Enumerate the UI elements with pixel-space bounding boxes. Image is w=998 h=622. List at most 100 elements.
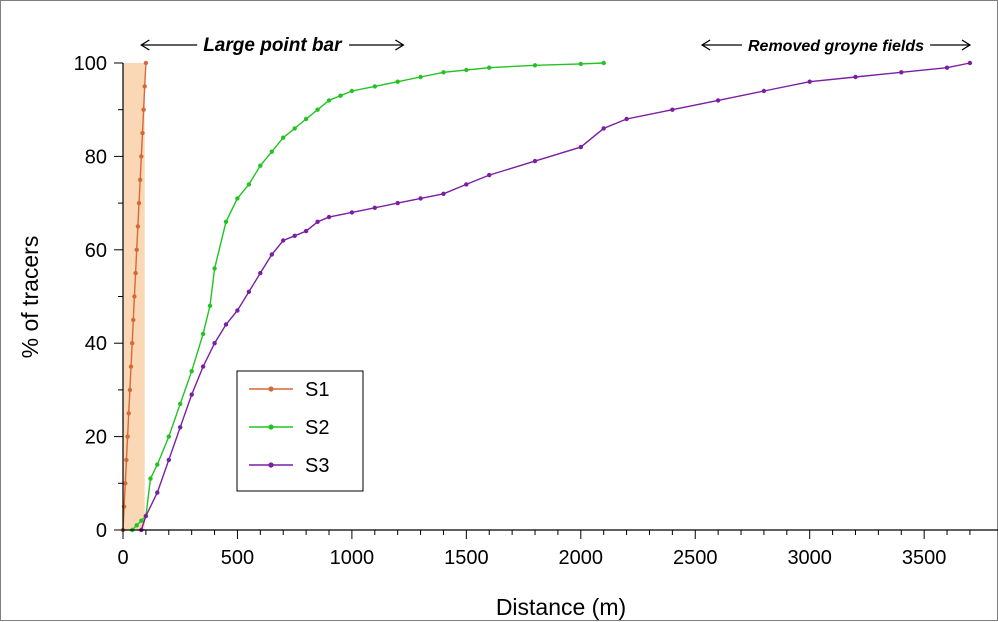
data-point [178,425,183,430]
legend-swatch-marker [268,386,274,392]
series-layer [120,60,973,533]
data-point [601,126,606,131]
data-point [235,196,240,201]
annotation-arrowhead-left [140,39,150,51]
data-point [418,196,423,201]
data-point [189,392,194,397]
data-point [464,182,469,187]
y-tick-label: 80 [85,146,107,168]
data-point [258,163,263,168]
annotation-arrowhead-right [961,39,972,51]
data-point [418,74,423,80]
x-tick-label: 0 [117,547,128,569]
series-line [131,62,604,531]
data-point [292,233,297,238]
legend-swatch-marker [268,424,274,430]
data-point [136,200,142,206]
data-point [326,98,332,103]
series-s1 [120,60,149,533]
legend-label: S2 [305,417,329,439]
annotation-label: Removed groyne fields [748,38,924,55]
data-point [125,434,130,439]
data-point [123,481,128,486]
data-point [189,369,194,374]
data-point [349,88,355,94]
data-point [258,270,263,276]
data-point [292,126,297,131]
x-tick-label: 2500 [673,547,718,569]
data-point [130,341,135,346]
data-point [372,84,377,89]
data-point [715,98,721,103]
data-point [200,364,206,369]
annotation-label: Large point bar [203,35,343,56]
legend: S1 S2 S3 [236,370,364,492]
data-point [441,70,446,75]
data-point [349,210,355,215]
data-point [143,513,149,519]
legend-box [236,370,364,492]
data-point [212,341,217,346]
legend-label: S3 [305,455,329,477]
data-point [303,228,309,234]
data-point [441,191,446,196]
data-point [761,88,767,94]
data-point [131,317,136,323]
data-point [139,518,144,523]
data-point [807,79,812,84]
data-point [132,294,137,299]
annotation-arrowhead-right [395,39,405,51]
annotation-1: Removed groyne fields [700,38,972,55]
x-tick-label: 2000 [559,547,604,569]
data-point [178,401,183,407]
data-point [166,434,171,439]
data-point [212,266,217,271]
data-point [487,172,492,178]
data-point [967,60,973,66]
data-point [142,84,147,89]
data-point [315,219,320,224]
data-point [143,60,149,66]
legend-item-s1: S1 [249,379,329,401]
data-point [134,523,139,528]
x-tick-label: 1500 [444,547,489,569]
data-point [135,224,141,229]
data-point [139,154,144,159]
data-point [128,364,134,369]
data-point [338,93,343,98]
data-point [235,308,240,313]
y-tick-label: 0 [96,520,107,542]
data-point [246,289,252,294]
x-tick-label: 1000 [330,547,375,569]
data-point [141,107,146,112]
annotation-arrowhead-left [700,39,711,51]
legend-item-s2: S2 [249,417,329,439]
ticks-layer: 0 500 1000 1500 2000 2500 3000 3500 0 20 40 60 80 100 [74,53,971,569]
data-point [140,130,145,136]
data-point [281,238,286,243]
legend-item-s3: S3 [249,455,329,477]
x-tick-label: 3500 [902,547,947,569]
series-s2 [130,60,606,533]
data-point [207,303,213,308]
data-point [532,158,538,164]
data-point [200,331,206,337]
data-point [223,219,229,224]
data-point [578,61,583,67]
x-tick-label: 500 [221,547,254,569]
x-axis-label: Distance (m) [496,594,626,620]
data-point [269,252,274,257]
data-point [899,70,904,75]
x-tick-label: 3000 [787,547,832,569]
annotation-0: Large point bar [140,35,405,56]
data-point [148,476,153,481]
data-point [670,107,675,112]
data-point [127,387,133,393]
data-point [395,200,400,206]
data-point [246,182,252,187]
data-point [326,214,332,220]
y-axis-label: % of tracers [17,236,43,359]
data-point [372,205,377,210]
